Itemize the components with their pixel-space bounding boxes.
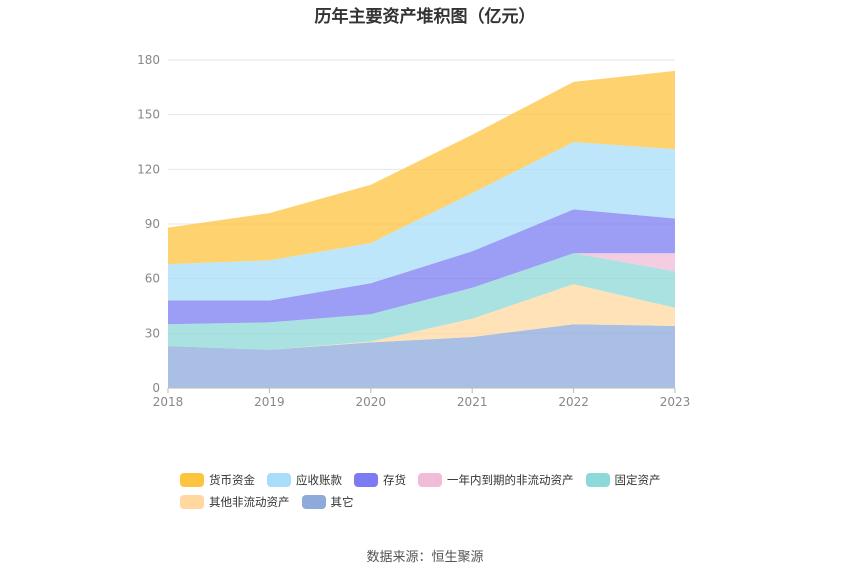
y-tick-label: 0 [152, 381, 160, 395]
area-series-4 [168, 209, 675, 325]
legend-swatch [180, 495, 204, 509]
y-tick-label: 180 [137, 53, 160, 67]
area-series-1 [168, 284, 675, 350]
y-tick-label: 120 [137, 162, 160, 176]
stacked-areas [168, 70, 675, 388]
legend-item[interactable]: 其它 [301, 494, 354, 510]
y-tick-label: 150 [137, 108, 160, 122]
legend-item[interactable]: 固定资产 [585, 472, 661, 488]
legend-label: 固定资产 [614, 473, 661, 487]
source-note: 数据来源：恒生聚源 [366, 550, 484, 565]
legend-item[interactable]: 应收账款 [267, 472, 342, 488]
legend: 货币资金 应收账款 存货 一年内到期的非流动资产 固定资产其他非流动资产 其它 [180, 472, 700, 516]
legend-item[interactable]: 货币资金 [180, 472, 255, 488]
area-series-6 [168, 70, 675, 265]
legend-item[interactable]: 一年内到期的非流动资产 [418, 472, 574, 488]
legend-swatch [585, 473, 610, 487]
y-tick-label: 90 [145, 217, 160, 231]
legend-swatch [354, 473, 378, 487]
area-series-2 [168, 253, 675, 350]
legend-label: 一年内到期的非流动资产 [447, 473, 574, 487]
legend-item[interactable]: 存货 [354, 472, 406, 488]
x-tick-label: 2018 [153, 395, 184, 409]
y-tick-label: 60 [145, 272, 160, 286]
x-tick-label: 2020 [356, 395, 387, 409]
area-series-0 [168, 324, 675, 388]
x-tick-label: 2021 [457, 395, 488, 409]
legend-label: 其它 [330, 495, 354, 509]
area-series-5 [168, 142, 675, 301]
axes: 0 30 60 90 120 150 180 2018 2019 2020 2021 2022 2023 [137, 53, 690, 409]
legend-item[interactable]: 其他非流动资产 [180, 494, 290, 510]
area-series-3 [168, 253, 675, 325]
y-tick-label: 30 [145, 326, 160, 340]
legend-swatch [301, 495, 326, 509]
legend-swatch [180, 473, 204, 487]
x-tick-label: 2022 [558, 395, 589, 409]
legend-swatch [267, 473, 291, 487]
legend-label: 货币资金 [209, 473, 255, 487]
x-tick-label: 2019 [254, 395, 285, 409]
legend-label: 存货 [383, 473, 406, 487]
legend-label: 其他非流动资产 [209, 495, 290, 509]
legend-swatch [418, 473, 442, 487]
chart-title: 历年主要资产堆积图（亿元） [314, 7, 536, 27]
legend-label: 应收账款 [296, 473, 342, 487]
x-tick-label: 2023 [660, 395, 691, 409]
